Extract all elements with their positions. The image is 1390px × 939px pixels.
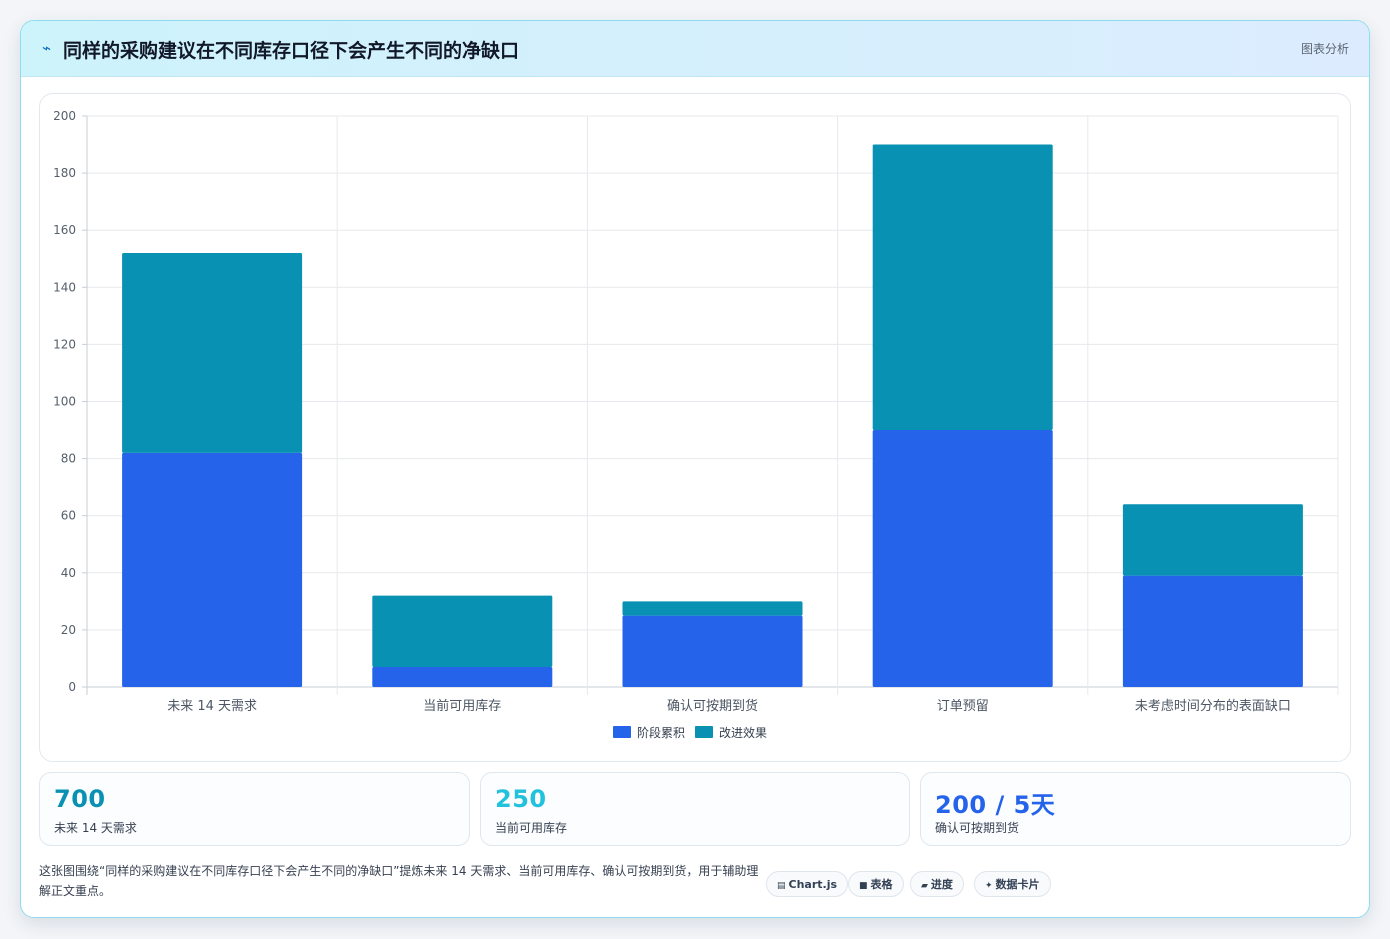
data-card-icon: ✦ [985,881,993,891]
legend-label: 改进效果 [719,725,767,740]
y-tick-label: 160 [53,223,76,237]
y-tick-label: 180 [53,166,76,180]
tag-label: 表格 [870,878,893,891]
x-tick-label: 确认可按期到货 [667,698,758,714]
stat-label: 确认可按期到货 [935,821,1020,835]
tag-data-card[interactable]: ✦ 数据卡片 [974,871,1051,897]
y-tick-label: 40 [61,566,76,580]
chart-js-icon: ▤ [777,881,786,891]
tag-chartjs[interactable]: ▤ Chart.js [766,871,849,897]
chart-line-icon: ⌁ [42,39,52,57]
bar-segment [622,615,803,687]
progress-icon: ▰ [921,881,928,891]
x-tick-label: 未考虑时间分布的表面缺口 [1135,698,1291,714]
stat-card-demand: 700 未来 14 天需求 [39,772,470,846]
bar-segment [872,144,1053,431]
tag-label: Chart.js [788,878,838,891]
x-tick-label: 订单预留 [937,699,989,714]
stat-value: 200 / 5天 [935,791,1056,819]
bar-segment [122,452,303,687]
y-tick-label: 120 [53,337,76,351]
chart-panel: 0 20 40 60 80 100 120 140 160 180 200 未来 14 天需求 当前可用… [39,93,1351,762]
tag-table[interactable]: ■ 表格 [848,871,904,897]
tag-label: 数据卡片 [995,878,1040,891]
chart-description: 这张图围绕“同样的采购建议在不同库存口径下会产生不同的净缺口”提炼未来 14 天… [39,864,759,898]
y-tick-label: 100 [53,395,76,409]
stat-value: 250 [495,785,547,813]
y-tick-label: 0 [68,680,76,694]
bar-segment [372,667,553,687]
y-tick-label: 20 [61,623,76,637]
x-tick-label: 未来 14 天需求 [167,699,257,714]
stat-card-inventory: 250 当前可用库存 [480,772,910,846]
stat-label: 当前可用库存 [495,821,568,835]
tag-label: 进度 [930,878,953,891]
page-title: 同样的采购建议在不同库存口径下会产生不同的净缺口 [63,40,520,62]
y-tick-label: 60 [61,509,76,523]
bar-segment [622,601,803,616]
tag-progress[interactable]: ▰ 进度 [910,871,964,897]
x-tick-label: 当前可用库存 [423,698,501,714]
legend-swatch [613,726,631,738]
bar-segment [1122,575,1303,687]
chart-analysis-label: 图表分析 [1300,42,1349,56]
legend-label: 阶段累积 [637,725,685,740]
y-tick-label: 140 [53,280,76,294]
bar-segment [122,253,303,453]
y-tick-label: 200 [53,109,76,123]
stat-value: 700 [54,785,106,813]
bar-segment [1122,504,1303,576]
legend-swatch [695,726,713,738]
stat-label: 未来 14 天需求 [54,821,137,835]
y-tick-label: 80 [61,452,76,466]
bar-segment [872,430,1053,687]
bar-segment [372,595,553,668]
chart-card: ⌁ 同样的采购建议在不同库存口径下会产生不同的净缺口 图表分析 0 20 40 60 8… [20,20,1370,918]
stat-card-arrival: 200 / 5天 确认可按期到货 [920,772,1351,846]
table-icon: ■ [859,881,868,891]
card-header: ⌁ 同样的采购建议在不同库存口径下会产生不同的净缺口 图表分析 [21,21,1369,77]
stacked-bar-chart: 0 20 40 60 80 100 120 140 160 180 200 未来 14 天需求 当前可用… [53,109,1339,740]
